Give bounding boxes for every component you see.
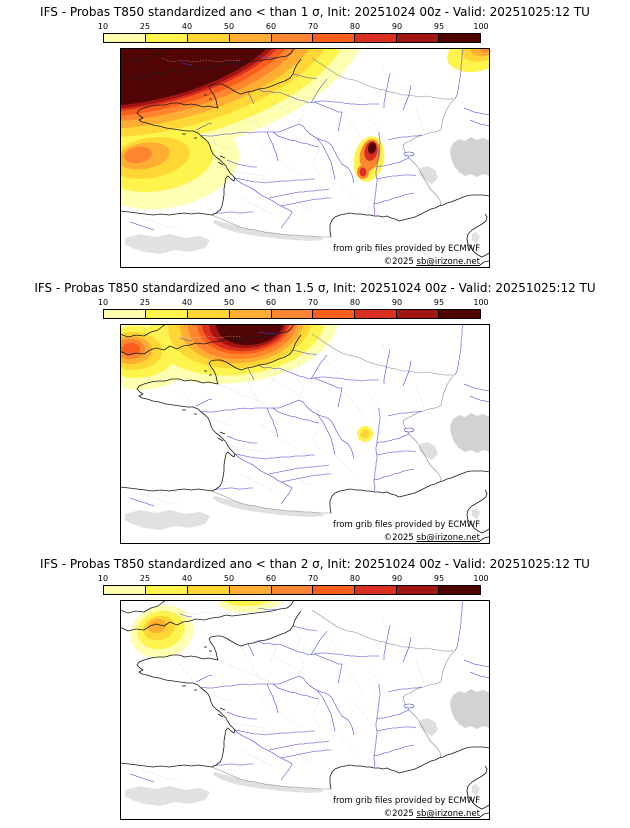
colorbar-tick-label: 40 xyxy=(181,22,193,31)
copyright-year: ©2025 xyxy=(383,533,417,543)
colorbar-tick-label: 90 xyxy=(391,22,403,31)
colorbar-gradient xyxy=(103,33,481,43)
map-area: from grib files provided by ECMWF ©2025 … xyxy=(120,324,490,544)
panel-sigma-2: IFS - Probas T850 standardized ano < tha… xyxy=(0,552,630,828)
panel-title: IFS - Probas T850 standardized ano < tha… xyxy=(34,281,596,295)
colorbar-tick-label: 95 xyxy=(433,22,445,31)
colorbar-tick-label: 80 xyxy=(349,22,361,31)
grib-source-note: from grib files provided by ECMWF xyxy=(333,520,480,530)
colorbar-tick-label: 10 xyxy=(97,574,109,583)
colorbar-tick-label: 40 xyxy=(181,298,193,307)
colorbar-tick-label: 70 xyxy=(307,22,319,31)
colorbar-tick-label: 25 xyxy=(139,298,151,307)
copyright-line: ©2025 sb@irizone.net xyxy=(384,809,480,819)
author-email-link[interactable]: sb@irizone.net xyxy=(416,533,480,543)
map-canvas xyxy=(120,324,490,544)
colorbar-tick-label: 100 xyxy=(473,22,489,31)
probability-colorbar: 10 25 40 50 60 70 80 90 95 100 xyxy=(98,22,489,43)
panel-title: IFS - Probas T850 standardized ano < tha… xyxy=(40,557,590,571)
colorbar-tick-label: 80 xyxy=(349,574,361,583)
probability-colorbar: 10 25 40 50 60 70 80 90 95 100 xyxy=(98,574,489,595)
colorbar-tick-label: 60 xyxy=(265,574,277,583)
colorbar-gradient xyxy=(103,309,481,319)
grib-source-note: from grib files provided by ECMWF xyxy=(333,796,480,806)
colorbar-tick-label: 95 xyxy=(433,298,445,307)
copyright-year: ©2025 xyxy=(383,257,417,267)
copyright-line: ©2025 sb@irizone.net xyxy=(384,257,480,267)
probability-blobs xyxy=(120,48,490,210)
copyright-year: ©2025 xyxy=(383,809,417,819)
map-canvas xyxy=(120,600,490,820)
probability-blobs xyxy=(130,600,286,659)
author-email-link[interactable]: sb@irizone.net xyxy=(416,809,480,819)
colorbar-tick-label: 70 xyxy=(307,574,319,583)
colorbar-tick-label: 90 xyxy=(391,298,403,307)
probability-blobs xyxy=(120,324,373,442)
colorbar-tick-label: 70 xyxy=(307,298,319,307)
colorbar-tick-label: 60 xyxy=(265,298,277,307)
colorbar-tick-label: 95 xyxy=(433,574,445,583)
grib-source-note: from grib files provided by ECMWF xyxy=(333,244,480,254)
copyright-line: ©2025 sb@irizone.net xyxy=(384,533,480,543)
colorbar-tick-label: 10 xyxy=(97,298,109,307)
map-area: from grib files provided by ECMWF ©2025 … xyxy=(120,600,490,820)
map-area: from grib files provided by ECMWF ©2025 … xyxy=(120,48,490,268)
colorbar-tick-label: 25 xyxy=(139,22,151,31)
colorbar-tick-label: 80 xyxy=(349,298,361,307)
colorbar-tick-label: 50 xyxy=(223,298,235,307)
author-email-link[interactable]: sb@irizone.net xyxy=(416,257,480,267)
panel-sigma-1-5: IFS - Probas T850 standardized ano < tha… xyxy=(0,276,630,552)
colorbar-tick-label: 60 xyxy=(265,22,277,31)
colorbar-tick-label: 100 xyxy=(473,298,489,307)
colorbar-tick-label: 50 xyxy=(223,22,235,31)
colorbar-tick-label: 40 xyxy=(181,574,193,583)
colorbar-tick-label: 100 xyxy=(473,574,489,583)
map-canvas xyxy=(120,48,490,268)
colorbar-tick-label: 90 xyxy=(391,574,403,583)
panel-title: IFS - Probas T850 standardized ano < tha… xyxy=(40,5,590,19)
colorbar-tick-label: 25 xyxy=(139,574,151,583)
colorbar-tick-label: 50 xyxy=(223,574,235,583)
colorbar-tick-label: 10 xyxy=(97,22,109,31)
probability-colorbar: 10 25 40 50 60 70 80 90 95 100 xyxy=(98,298,489,319)
colorbar-gradient xyxy=(103,585,481,595)
panel-sigma-1: IFS - Probas T850 standardized ano < tha… xyxy=(0,0,630,276)
